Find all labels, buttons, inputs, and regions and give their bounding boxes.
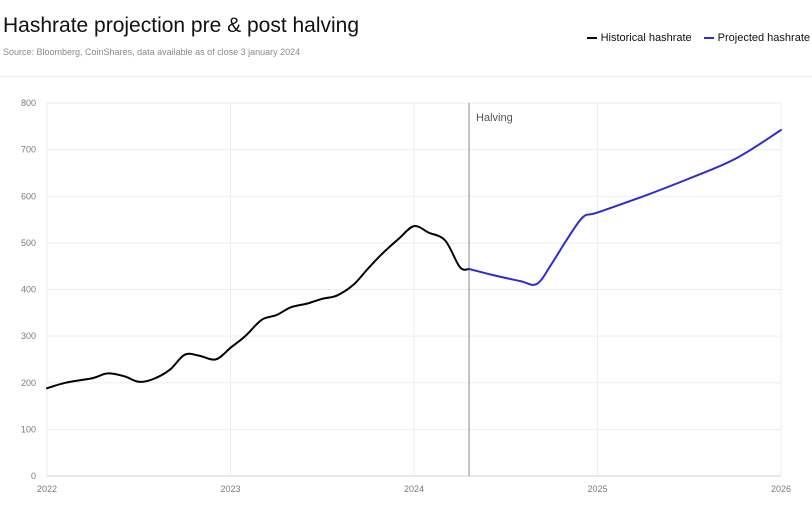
y-tick-label: 200 (21, 378, 36, 388)
x-tick-label: 2026 (771, 484, 791, 494)
chart-title: Hashrate projection pre & post halving (3, 14, 360, 37)
legend-label-historical: Historical hashrate (600, 32, 692, 44)
y-tick-label: 300 (21, 331, 36, 341)
x-tick-label: 2025 (587, 484, 607, 494)
legend: Historical hashrate Projected hashrate (586, 32, 810, 44)
y-tick-label: 400 (21, 285, 36, 295)
series-line-projected (468, 129, 782, 286)
legend-swatch-historical (586, 37, 597, 39)
x-tick-label: 2022 (37, 484, 57, 494)
y-tick-label: 500 (21, 238, 36, 248)
y-tick-label: 700 (21, 145, 36, 155)
legend-item-historical: Historical hashrate (586, 32, 692, 44)
x-tick-label: 2023 (220, 484, 240, 494)
y-tick-label: 100 (21, 424, 36, 434)
halving-label: Halving (476, 112, 513, 124)
x-tick-label: 2024 (404, 484, 424, 494)
chart-source: Source: Bloomberg, CoinShares, data avai… (3, 47, 301, 57)
y-tick-label: 800 (21, 98, 36, 108)
legend-item-projected: Projected hashrate (703, 32, 810, 44)
y-tick-label: 600 (21, 191, 36, 201)
chart-header: Hashrate projection pre & post halving S… (0, 0, 812, 77)
legend-label-projected: Projected hashrate (717, 32, 810, 44)
series-line-historical (46, 225, 470, 390)
y-tick-label: 0 (31, 471, 36, 481)
legend-swatch-projected (703, 37, 714, 39)
